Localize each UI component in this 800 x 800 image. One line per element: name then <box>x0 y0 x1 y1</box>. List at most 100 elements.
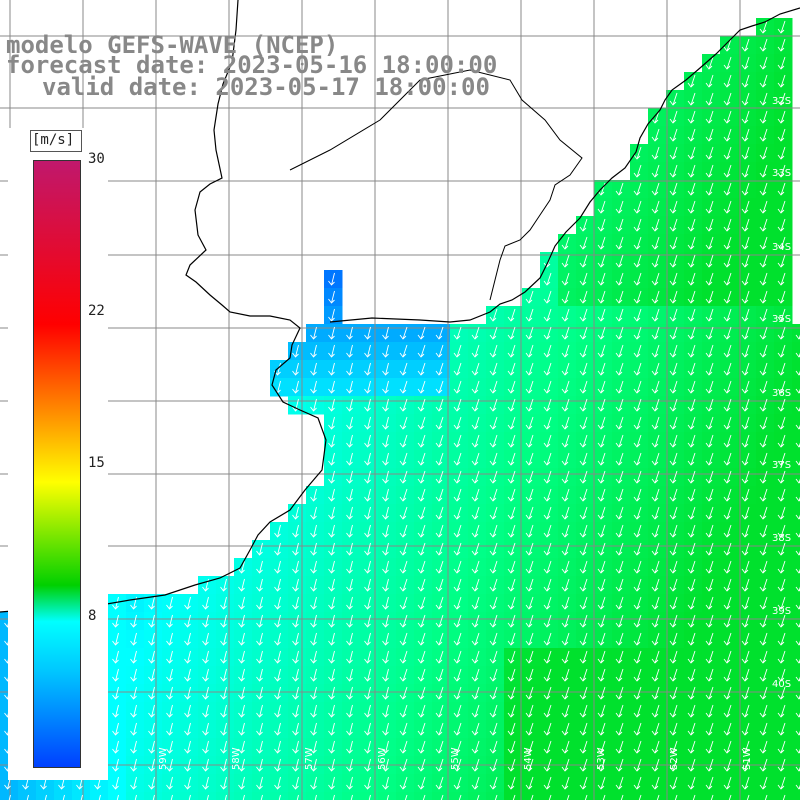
wind-arrow <box>705 236 714 250</box>
wind-arrow <box>651 128 660 142</box>
wind-arrow <box>382 542 389 556</box>
wind-arrow <box>687 470 696 484</box>
wind-arrow <box>112 758 119 772</box>
wind-cell <box>792 342 800 361</box>
wind-arrow <box>687 542 696 556</box>
wind-arrow <box>656 794 660 800</box>
wind-arrow <box>561 596 570 610</box>
wind-arrow <box>633 164 642 178</box>
wind-arrow <box>507 650 516 664</box>
wind-arrow <box>274 776 281 790</box>
wind-arrow <box>435 668 444 682</box>
wind-arrow <box>651 218 660 232</box>
wind-arrow <box>543 686 552 700</box>
wind-arrow <box>723 218 732 232</box>
wind-arrow <box>417 326 426 340</box>
wind-arrow <box>651 362 660 376</box>
wind-arrow <box>435 326 444 340</box>
wind-arrow <box>274 650 281 664</box>
wind-arrow <box>489 632 498 646</box>
wind-arrow <box>166 632 173 646</box>
wind-arrow <box>435 560 444 574</box>
wind-arrow <box>453 344 462 358</box>
wind-arrow <box>602 794 606 800</box>
wind-arrow <box>382 704 389 718</box>
wind-arrow <box>615 398 624 412</box>
wind-arrow <box>579 704 588 718</box>
wind-arrow <box>759 74 768 88</box>
wind-arrow <box>579 344 588 358</box>
wind-arrow <box>561 362 570 376</box>
wind-arrow <box>507 308 516 322</box>
wind-arrow <box>130 686 137 700</box>
wind-arrow <box>112 740 119 754</box>
wind-arrow <box>435 722 444 736</box>
wind-arrow <box>112 650 119 664</box>
wind-arrow <box>777 218 786 232</box>
wind-arrow <box>525 380 534 394</box>
wind-arrow <box>435 470 444 484</box>
wind-arrow <box>741 362 750 376</box>
wind-arrow <box>382 452 389 466</box>
wind-arrow <box>705 722 714 736</box>
wind-arrow <box>723 182 732 196</box>
wind-arrow <box>777 452 786 466</box>
wind-arrow <box>561 416 570 430</box>
wind-arrow <box>310 560 317 574</box>
wind-arrow <box>489 362 498 376</box>
wind-arrow <box>723 398 732 412</box>
wind-arrow <box>364 632 371 646</box>
wind-arrow <box>741 74 750 88</box>
wind-arrow <box>669 560 678 574</box>
wind-arrow <box>723 362 732 376</box>
wind-arrow <box>417 704 426 718</box>
wind-arrow <box>615 434 624 448</box>
wind-arrow <box>669 650 678 664</box>
wind-arrow <box>364 686 371 700</box>
wind-arrow <box>741 38 750 52</box>
wind-arrow <box>741 326 750 340</box>
wind-arrow <box>26 794 29 800</box>
wind-arrow <box>561 254 570 268</box>
wind-arrow <box>274 668 281 682</box>
wind-arrow <box>705 92 714 106</box>
wind-arrow <box>256 704 263 718</box>
wind-arrow <box>728 794 732 800</box>
wind-arrow <box>615 614 624 628</box>
wind-arrow <box>202 668 209 682</box>
wind-arrow <box>292 380 299 394</box>
wind-arrow <box>615 758 624 772</box>
wind-arrow <box>453 488 462 502</box>
wind-arrow <box>310 398 317 412</box>
wind-cell <box>792 684 800 703</box>
wind-arrow <box>723 200 732 214</box>
wind-arrow <box>346 326 353 340</box>
wind-arrow <box>148 758 155 772</box>
wind-arrow <box>723 722 732 736</box>
wind-arrow <box>256 776 263 790</box>
wind-arrow <box>710 794 714 800</box>
wind-arrow <box>328 416 335 430</box>
wind-arrow <box>705 200 714 214</box>
wind-arrow <box>759 632 768 646</box>
latitude-label: 32S <box>772 96 791 107</box>
wind-arrow <box>777 596 786 610</box>
wind-arrow <box>382 596 389 610</box>
wind-arrow <box>633 776 642 790</box>
wind-arrow <box>579 452 588 466</box>
wind-cell <box>306 792 325 800</box>
wind-arrow <box>723 686 732 700</box>
wind-arrow <box>382 668 389 682</box>
wind-arrow <box>759 722 768 736</box>
wind-cell <box>792 648 800 667</box>
wind-arrow <box>310 704 317 718</box>
wind-arrow <box>148 668 155 682</box>
wind-arrow <box>202 740 209 754</box>
wind-arrow <box>597 740 606 754</box>
wind-arrow <box>489 596 498 610</box>
wind-arrow <box>579 218 588 232</box>
wind-arrow <box>579 434 588 448</box>
wind-arrow <box>543 308 552 322</box>
wind-arrow <box>741 776 750 790</box>
wind-arrow <box>741 614 750 628</box>
